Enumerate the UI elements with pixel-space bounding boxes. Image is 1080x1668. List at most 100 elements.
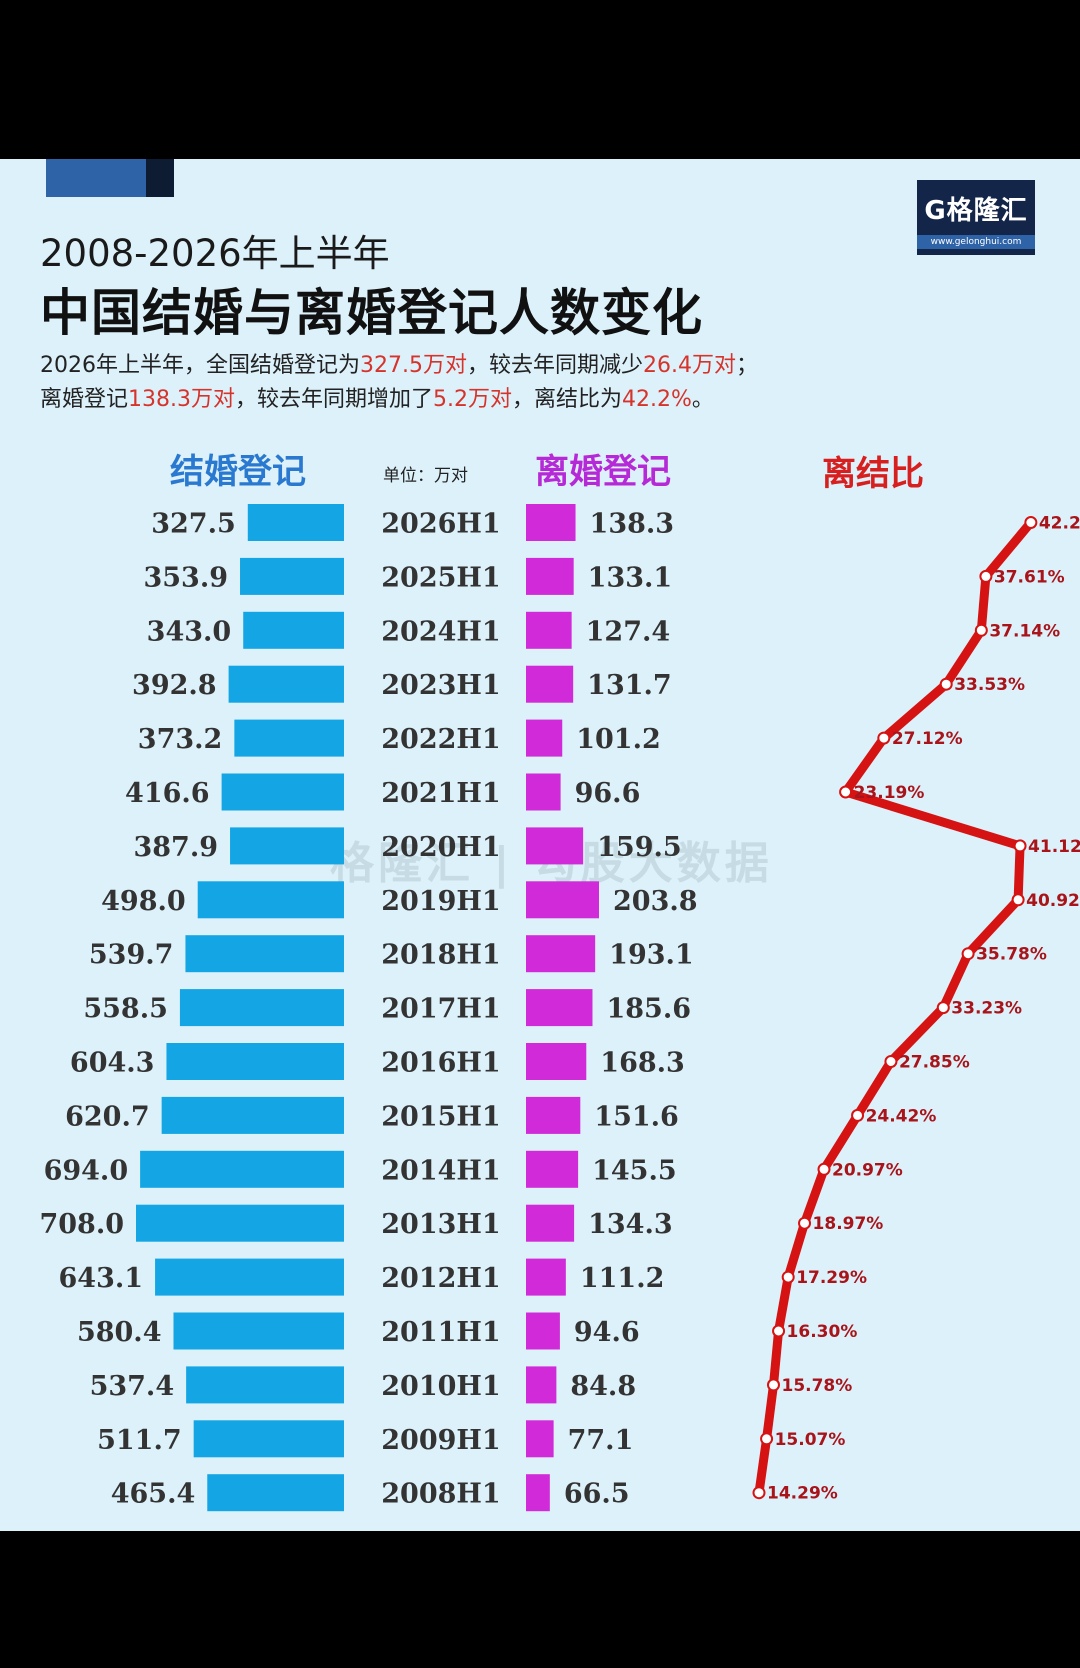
marriage-bar <box>197 881 344 919</box>
divorce-column-header: 离婚登记 <box>535 452 671 492</box>
year-label: 2017H1 <box>381 994 500 1025</box>
ratio-value-label: 33.53% <box>954 675 1025 695</box>
divorce-bar <box>526 1312 560 1350</box>
divorce-value-label: 159.5 <box>597 832 682 863</box>
summary-text: 。 <box>691 387 714 412</box>
marriage-value-label: 373.2 <box>138 724 223 755</box>
ratio-value-label: 42.23% <box>1039 514 1080 534</box>
summary-highlight: 5.2万对 <box>433 387 513 412</box>
divorce-value-label: 193.1 <box>609 940 694 971</box>
divorce-bar <box>526 1474 550 1512</box>
summary-text: ，离结比为 <box>512 387 623 412</box>
ratio-point <box>839 785 853 799</box>
summary-text: 离婚登记 <box>40 387 129 412</box>
gelonghui-logo: G格隆汇 www.gelonghui.com <box>917 180 1035 255</box>
ratio-value-label: 37.14% <box>989 621 1060 641</box>
divorce-bar <box>526 1096 581 1134</box>
marriage-value-label: 537.4 <box>90 1371 175 1402</box>
marriage-bar <box>240 557 344 595</box>
ratio-point <box>961 947 975 961</box>
divorce-value-label: 127.4 <box>586 616 671 647</box>
marriage-bar <box>193 1420 344 1458</box>
year-label: 2022H1 <box>381 724 500 755</box>
year-label: 2010H1 <box>381 1371 500 1402</box>
ratio-value-label: 35.78% <box>976 945 1047 965</box>
year-label: 2020H1 <box>381 832 500 863</box>
ratio-value-label: 15.78% <box>781 1376 852 1396</box>
marriage-value-label: 465.4 <box>111 1479 196 1510</box>
ratio-point <box>936 1001 950 1015</box>
divorce-value-label: 84.8 <box>570 1371 636 1402</box>
year-label: 2019H1 <box>381 886 500 917</box>
year-label: 2021H1 <box>381 778 500 809</box>
ratio-point <box>1011 893 1025 907</box>
marriage-value-label: 416.6 <box>125 778 210 809</box>
ratio-point <box>974 623 988 637</box>
ratio-point <box>752 1486 766 1500</box>
divorce-value-label: 185.6 <box>606 994 691 1025</box>
ratio-point <box>939 677 953 691</box>
marriage-bar <box>243 611 344 649</box>
divorce-bar <box>526 935 596 973</box>
divorce-value-label: 145.5 <box>592 1155 677 1186</box>
year-label: 2009H1 <box>381 1425 500 1456</box>
summary-highlight: 138.3万对 <box>128 387 235 412</box>
divorce-value-label: 134.3 <box>588 1209 673 1240</box>
year-label: 2016H1 <box>381 1048 500 1079</box>
marriage-value-label: 327.5 <box>151 509 236 540</box>
marriage-bar <box>207 1474 344 1512</box>
ratio-point <box>760 1432 774 1446</box>
divorce-value-label: 151.6 <box>594 1101 679 1132</box>
divorce-value-label: 111.2 <box>580 1263 665 1294</box>
marriage-bar <box>186 1366 344 1404</box>
ratio-value-label: 40.92% <box>1026 891 1080 911</box>
divorce-bar <box>526 665 574 703</box>
unit-label: 单位：万对 <box>383 466 468 486</box>
ratio-value-label: 18.97% <box>813 1214 884 1234</box>
marriage-value-label: 511.7 <box>97 1425 182 1456</box>
ratio-point <box>798 1216 812 1230</box>
marriage-bar <box>234 719 344 757</box>
marriage-bar <box>173 1312 344 1350</box>
infographic-card: G格隆汇 www.gelonghui.com 2008-2026年上半年 中国结… <box>0 159 1080 1531</box>
marriage-column-header: 结婚登记 <box>170 452 306 492</box>
ratio-value-label: 37.61% <box>994 567 1065 587</box>
chart-area: 327.5 2026H1 138.3 353.9 2025H1 133.1 343.0 202… <box>39 504 1080 1512</box>
divorce-value-label: 131.7 <box>587 670 672 701</box>
marriage-bar <box>228 665 344 703</box>
marriage-bar <box>161 1096 344 1134</box>
marriage-value-label: 643.1 <box>59 1263 144 1294</box>
marriage-value-label: 580.4 <box>77 1317 162 1348</box>
logo-url: www.gelonghui.com <box>917 235 1035 249</box>
year-label: 2012H1 <box>381 1263 500 1294</box>
summary-text: ，较去年同期减少 <box>466 353 643 378</box>
divorce-value-label: 96.6 <box>575 778 641 809</box>
year-label: 2015H1 <box>381 1101 500 1132</box>
ratio-value-label: 33.23% <box>951 999 1022 1019</box>
ratio-point <box>851 1108 865 1122</box>
marriage-bar <box>155 1258 344 1296</box>
year-label: 2024H1 <box>381 616 500 647</box>
divorce-bar <box>526 611 572 649</box>
ratio-point <box>1013 839 1027 853</box>
divorce-value-label: 77.1 <box>568 1425 634 1456</box>
summary-highlight: 42.2% <box>622 387 692 412</box>
marriage-value-label: 620.7 <box>65 1101 150 1132</box>
year-label: 2011H1 <box>381 1317 500 1348</box>
divorce-value-label: 66.5 <box>564 1479 630 1510</box>
divorce-value-label: 203.8 <box>613 886 698 917</box>
logo-mark: G格隆汇 <box>924 196 1028 226</box>
marriage-bar <box>136 1204 344 1242</box>
year-label: 2026H1 <box>381 509 500 540</box>
ratio-value-label: 24.42% <box>866 1106 937 1126</box>
summary-text: ； <box>736 353 759 378</box>
chart-subtitle: 2008-2026年上半年 <box>40 232 390 275</box>
divorce-value-label: 133.1 <box>588 562 673 593</box>
ratio-point <box>781 1270 795 1284</box>
summary-text: 2026年上半年，全国结婚登记为 <box>40 353 360 378</box>
ratio-point <box>979 569 993 583</box>
ratio-value-label: 14.29% <box>767 1484 838 1504</box>
marriage-value-label: 694.0 <box>44 1155 129 1186</box>
ratio-point <box>1024 516 1038 529</box>
summary-text: ，较去年同期增加了 <box>235 387 434 412</box>
